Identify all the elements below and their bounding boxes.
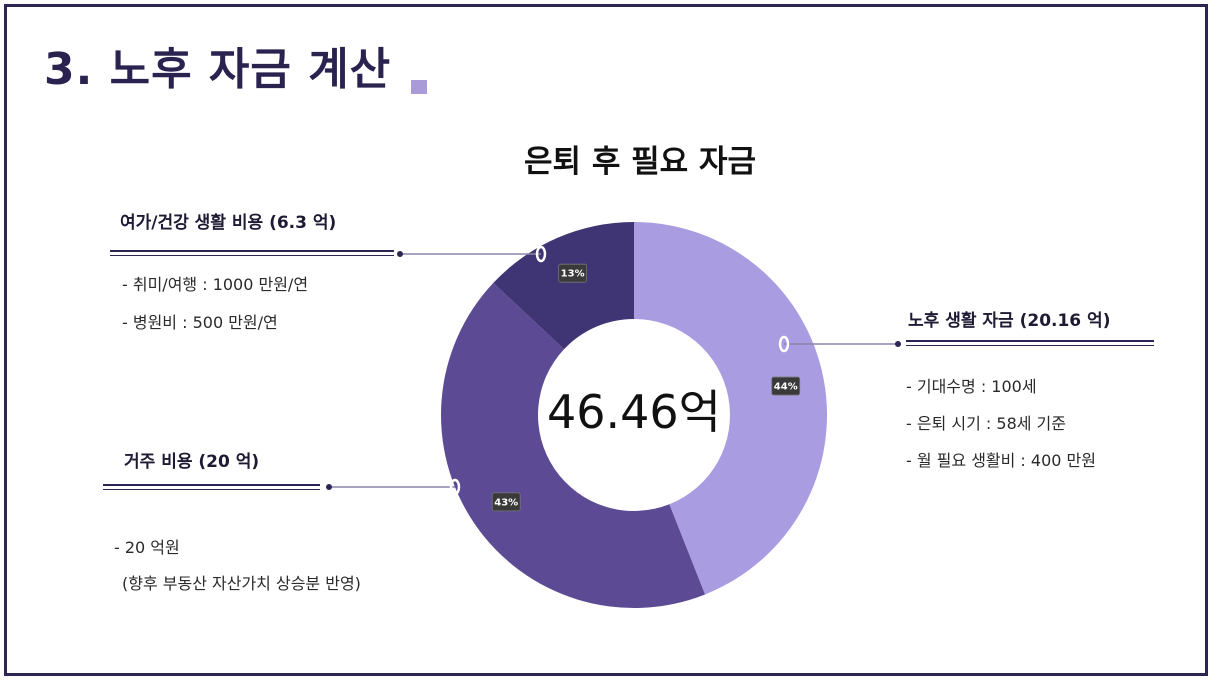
housing-underline-2 <box>103 489 320 490</box>
donut-label-housing: 43% <box>491 492 521 512</box>
housing-heading: 거주 비용 (20 억) <box>124 452 260 472</box>
living-item-1: - 기대수명 : 100세 <box>906 377 1037 396</box>
living-underline-2 <box>906 345 1154 346</box>
housing-underline <box>103 484 320 486</box>
svg-text:13%: 13% <box>561 269 585 280</box>
living-item-3: - 월 필요 생활비 : 400 만원 <box>906 451 1096 470</box>
connector-living <box>778 335 901 353</box>
slide-frame <box>4 4 1208 676</box>
leisure-underline <box>110 250 394 252</box>
svg-text:44%: 44% <box>774 382 798 393</box>
donut-label-living: 44% <box>771 376 801 396</box>
donut-center-total: 46.46억 <box>547 385 721 439</box>
page-title: 3. 노후 자금 계산 <box>44 44 392 95</box>
housing-item-2: (향후 부동산 자산가치 상승분 반영) <box>122 574 361 593</box>
connector-housing <box>326 478 461 496</box>
svg-text:43%: 43% <box>494 497 518 508</box>
leisure-heading: 여가/건강 생활 비용 (6.3 억) <box>120 213 337 233</box>
title-accent-square <box>411 80 427 94</box>
leisure-underline-2 <box>110 255 394 256</box>
living-heading: 노후 생활 자금 (20.16 억) <box>908 311 1111 331</box>
leisure-item-2: - 병원비 : 500 만원/연 <box>122 313 278 332</box>
donut-slice-living <box>634 222 827 595</box>
living-item-2: - 은퇴 시기 : 58세 기준 <box>906 414 1066 433</box>
donut-slice-housing <box>441 282 706 608</box>
living-underline <box>906 340 1154 342</box>
leisure-item-1: - 취미/여행 : 1000 만원/연 <box>122 275 309 294</box>
housing-item-1: - 20 억원 <box>114 538 180 557</box>
donut-label-leisure: 13% <box>558 263 588 283</box>
chart-title: 은퇴 후 필요 자금 <box>523 144 757 180</box>
connector-leisure <box>397 245 547 263</box>
